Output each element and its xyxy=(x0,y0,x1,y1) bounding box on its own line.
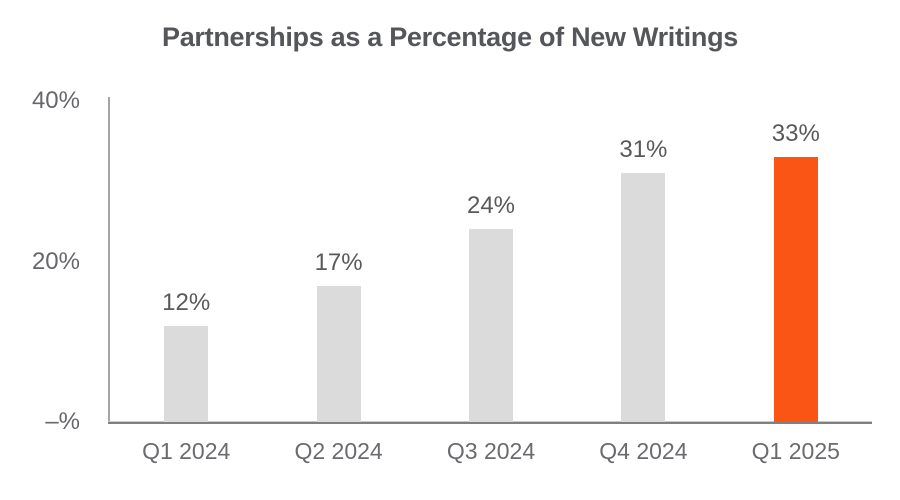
y-tick-label: 40% xyxy=(31,87,80,114)
bar-value-label: 33% xyxy=(771,120,820,148)
chart-title: Partnerships as a Percentage of New Writ… xyxy=(162,22,738,52)
x-tick-label: Q4 2024 xyxy=(599,438,688,464)
bar-value-label: 17% xyxy=(314,248,363,276)
bar-q1-2025 xyxy=(773,157,818,422)
x-tick-label: Q2 2024 xyxy=(294,438,383,464)
x-tick-label: Q1 2024 xyxy=(142,438,231,464)
bar-q2-2024 xyxy=(316,285,361,422)
bar-q3-2024 xyxy=(469,229,513,422)
bar-value-label: 24% xyxy=(466,192,516,220)
x-tick-label: Q3 2024 xyxy=(446,438,536,464)
bar-value-label: 12% xyxy=(162,288,211,316)
x-tick-label: Q1 2025 xyxy=(751,438,840,464)
y-axis-line xyxy=(108,97,110,423)
bar-q4-2024 xyxy=(621,173,666,422)
bar-value-label: 31% xyxy=(619,136,668,164)
y-tick-label: –% xyxy=(45,408,80,435)
bar-q1-2024 xyxy=(164,325,209,422)
y-tick-label: 20% xyxy=(31,247,80,275)
